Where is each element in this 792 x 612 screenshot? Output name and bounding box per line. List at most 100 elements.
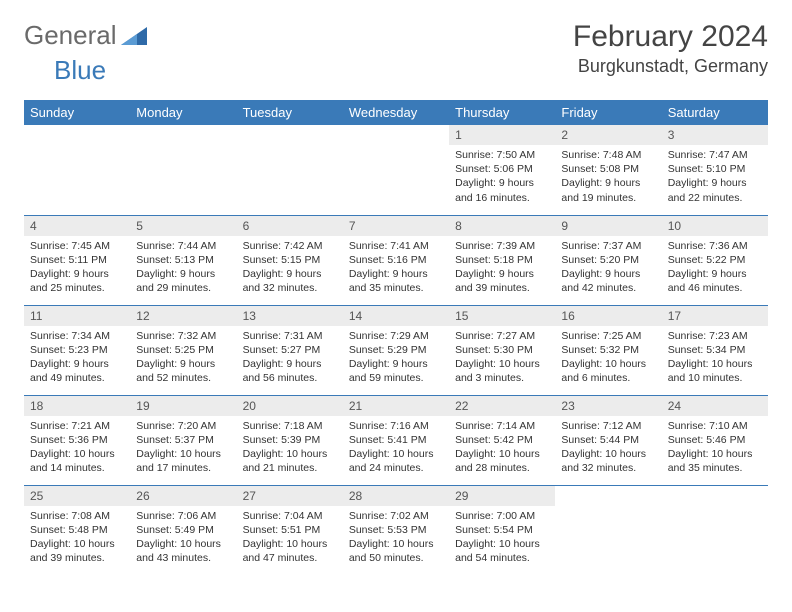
day-details: Sunrise: 7:00 AMSunset: 5:54 PMDaylight:… xyxy=(449,506,555,572)
day-number: 28 xyxy=(343,486,449,506)
calendar-week-row: 11Sunrise: 7:34 AMSunset: 5:23 PMDayligh… xyxy=(24,305,768,395)
calendar-day-cell: 12Sunrise: 7:32 AMSunset: 5:25 PMDayligh… xyxy=(130,305,236,395)
calendar-day-cell: 22Sunrise: 7:14 AMSunset: 5:42 PMDayligh… xyxy=(449,395,555,485)
calendar-day-cell: 29Sunrise: 7:00 AMSunset: 5:54 PMDayligh… xyxy=(449,485,555,575)
logo: General xyxy=(24,20,149,51)
day-details: Sunrise: 7:21 AMSunset: 5:36 PMDaylight:… xyxy=(24,416,130,482)
day-details: Sunrise: 7:32 AMSunset: 5:25 PMDaylight:… xyxy=(130,326,236,392)
calendar-day-cell: 17Sunrise: 7:23 AMSunset: 5:34 PMDayligh… xyxy=(662,305,768,395)
day-number: 25 xyxy=(24,486,130,506)
calendar-body: 1Sunrise: 7:50 AMSunset: 5:06 PMDaylight… xyxy=(24,125,768,575)
calendar-header-row: SundayMondayTuesdayWednesdayThursdayFrid… xyxy=(24,100,768,125)
day-details: Sunrise: 7:02 AMSunset: 5:53 PMDaylight:… xyxy=(343,506,449,572)
day-number: 13 xyxy=(237,306,343,326)
day-number: 29 xyxy=(449,486,555,506)
calendar-day-cell: 6Sunrise: 7:42 AMSunset: 5:15 PMDaylight… xyxy=(237,215,343,305)
calendar-empty-cell xyxy=(237,125,343,215)
day-number: 15 xyxy=(449,306,555,326)
day-details: Sunrise: 7:42 AMSunset: 5:15 PMDaylight:… xyxy=(237,236,343,302)
calendar-week-row: 25Sunrise: 7:08 AMSunset: 5:48 PMDayligh… xyxy=(24,485,768,575)
day-number: 18 xyxy=(24,396,130,416)
weekday-header: Monday xyxy=(130,100,236,125)
weekday-header: Friday xyxy=(555,100,661,125)
calendar-day-cell: 24Sunrise: 7:10 AMSunset: 5:46 PMDayligh… xyxy=(662,395,768,485)
day-details: Sunrise: 7:23 AMSunset: 5:34 PMDaylight:… xyxy=(662,326,768,392)
calendar-day-cell: 21Sunrise: 7:16 AMSunset: 5:41 PMDayligh… xyxy=(343,395,449,485)
day-number: 9 xyxy=(555,216,661,236)
day-number: 10 xyxy=(662,216,768,236)
calendar-day-cell: 14Sunrise: 7:29 AMSunset: 5:29 PMDayligh… xyxy=(343,305,449,395)
day-number: 4 xyxy=(24,216,130,236)
day-details: Sunrise: 7:48 AMSunset: 5:08 PMDaylight:… xyxy=(555,145,661,211)
calendar-day-cell: 23Sunrise: 7:12 AMSunset: 5:44 PMDayligh… xyxy=(555,395,661,485)
day-details: Sunrise: 7:31 AMSunset: 5:27 PMDaylight:… xyxy=(237,326,343,392)
day-number: 26 xyxy=(130,486,236,506)
day-number: 17 xyxy=(662,306,768,326)
day-details: Sunrise: 7:47 AMSunset: 5:10 PMDaylight:… xyxy=(662,145,768,211)
day-number: 6 xyxy=(237,216,343,236)
day-details: Sunrise: 7:29 AMSunset: 5:29 PMDaylight:… xyxy=(343,326,449,392)
calendar-empty-cell xyxy=(24,125,130,215)
day-details: Sunrise: 7:06 AMSunset: 5:49 PMDaylight:… xyxy=(130,506,236,572)
calendar-day-cell: 26Sunrise: 7:06 AMSunset: 5:49 PMDayligh… xyxy=(130,485,236,575)
calendar-day-cell: 27Sunrise: 7:04 AMSunset: 5:51 PMDayligh… xyxy=(237,485,343,575)
logo-word2: Blue xyxy=(54,55,106,85)
day-details: Sunrise: 7:34 AMSunset: 5:23 PMDaylight:… xyxy=(24,326,130,392)
day-number: 12 xyxy=(130,306,236,326)
calendar-empty-cell xyxy=(555,485,661,575)
location: Burgkunstadt, Germany xyxy=(573,56,768,77)
day-details: Sunrise: 7:27 AMSunset: 5:30 PMDaylight:… xyxy=(449,326,555,392)
calendar-week-row: 18Sunrise: 7:21 AMSunset: 5:36 PMDayligh… xyxy=(24,395,768,485)
day-number: 3 xyxy=(662,125,768,145)
calendar-day-cell: 28Sunrise: 7:02 AMSunset: 5:53 PMDayligh… xyxy=(343,485,449,575)
day-details: Sunrise: 7:41 AMSunset: 5:16 PMDaylight:… xyxy=(343,236,449,302)
day-number: 23 xyxy=(555,396,661,416)
day-number: 19 xyxy=(130,396,236,416)
logo-word1: General xyxy=(24,20,117,51)
calendar-empty-cell xyxy=(662,485,768,575)
weekday-header: Wednesday xyxy=(343,100,449,125)
calendar-week-row: 4Sunrise: 7:45 AMSunset: 5:11 PMDaylight… xyxy=(24,215,768,305)
day-number: 20 xyxy=(237,396,343,416)
day-details: Sunrise: 7:36 AMSunset: 5:22 PMDaylight:… xyxy=(662,236,768,302)
day-number: 5 xyxy=(130,216,236,236)
day-details: Sunrise: 7:50 AMSunset: 5:06 PMDaylight:… xyxy=(449,145,555,211)
weekday-header: Thursday xyxy=(449,100,555,125)
day-number: 21 xyxy=(343,396,449,416)
calendar-empty-cell xyxy=(343,125,449,215)
calendar-day-cell: 18Sunrise: 7:21 AMSunset: 5:36 PMDayligh… xyxy=(24,395,130,485)
day-details: Sunrise: 7:20 AMSunset: 5:37 PMDaylight:… xyxy=(130,416,236,482)
calendar-day-cell: 15Sunrise: 7:27 AMSunset: 5:30 PMDayligh… xyxy=(449,305,555,395)
day-details: Sunrise: 7:37 AMSunset: 5:20 PMDaylight:… xyxy=(555,236,661,302)
day-details: Sunrise: 7:10 AMSunset: 5:46 PMDaylight:… xyxy=(662,416,768,482)
calendar-empty-cell xyxy=(130,125,236,215)
day-number: 16 xyxy=(555,306,661,326)
calendar-day-cell: 5Sunrise: 7:44 AMSunset: 5:13 PMDaylight… xyxy=(130,215,236,305)
day-details: Sunrise: 7:44 AMSunset: 5:13 PMDaylight:… xyxy=(130,236,236,302)
day-details: Sunrise: 7:39 AMSunset: 5:18 PMDaylight:… xyxy=(449,236,555,302)
calendar-day-cell: 13Sunrise: 7:31 AMSunset: 5:27 PMDayligh… xyxy=(237,305,343,395)
calendar-table: SundayMondayTuesdayWednesdayThursdayFrid… xyxy=(24,100,768,575)
calendar-day-cell: 25Sunrise: 7:08 AMSunset: 5:48 PMDayligh… xyxy=(24,485,130,575)
day-number: 2 xyxy=(555,125,661,145)
month-title: February 2024 xyxy=(573,20,768,54)
day-details: Sunrise: 7:16 AMSunset: 5:41 PMDaylight:… xyxy=(343,416,449,482)
calendar-day-cell: 9Sunrise: 7:37 AMSunset: 5:20 PMDaylight… xyxy=(555,215,661,305)
weekday-header: Tuesday xyxy=(237,100,343,125)
day-details: Sunrise: 7:04 AMSunset: 5:51 PMDaylight:… xyxy=(237,506,343,572)
day-details: Sunrise: 7:14 AMSunset: 5:42 PMDaylight:… xyxy=(449,416,555,482)
calendar-day-cell: 19Sunrise: 7:20 AMSunset: 5:37 PMDayligh… xyxy=(130,395,236,485)
day-details: Sunrise: 7:25 AMSunset: 5:32 PMDaylight:… xyxy=(555,326,661,392)
weekday-header: Saturday xyxy=(662,100,768,125)
day-number: 1 xyxy=(449,125,555,145)
day-number: 7 xyxy=(343,216,449,236)
day-number: 8 xyxy=(449,216,555,236)
logo-triangle-icon xyxy=(121,27,147,45)
day-number: 11 xyxy=(24,306,130,326)
day-number: 24 xyxy=(662,396,768,416)
calendar-day-cell: 4Sunrise: 7:45 AMSunset: 5:11 PMDaylight… xyxy=(24,215,130,305)
calendar-week-row: 1Sunrise: 7:50 AMSunset: 5:06 PMDaylight… xyxy=(24,125,768,215)
calendar-day-cell: 10Sunrise: 7:36 AMSunset: 5:22 PMDayligh… xyxy=(662,215,768,305)
day-details: Sunrise: 7:12 AMSunset: 5:44 PMDaylight:… xyxy=(555,416,661,482)
weekday-header: Sunday xyxy=(24,100,130,125)
